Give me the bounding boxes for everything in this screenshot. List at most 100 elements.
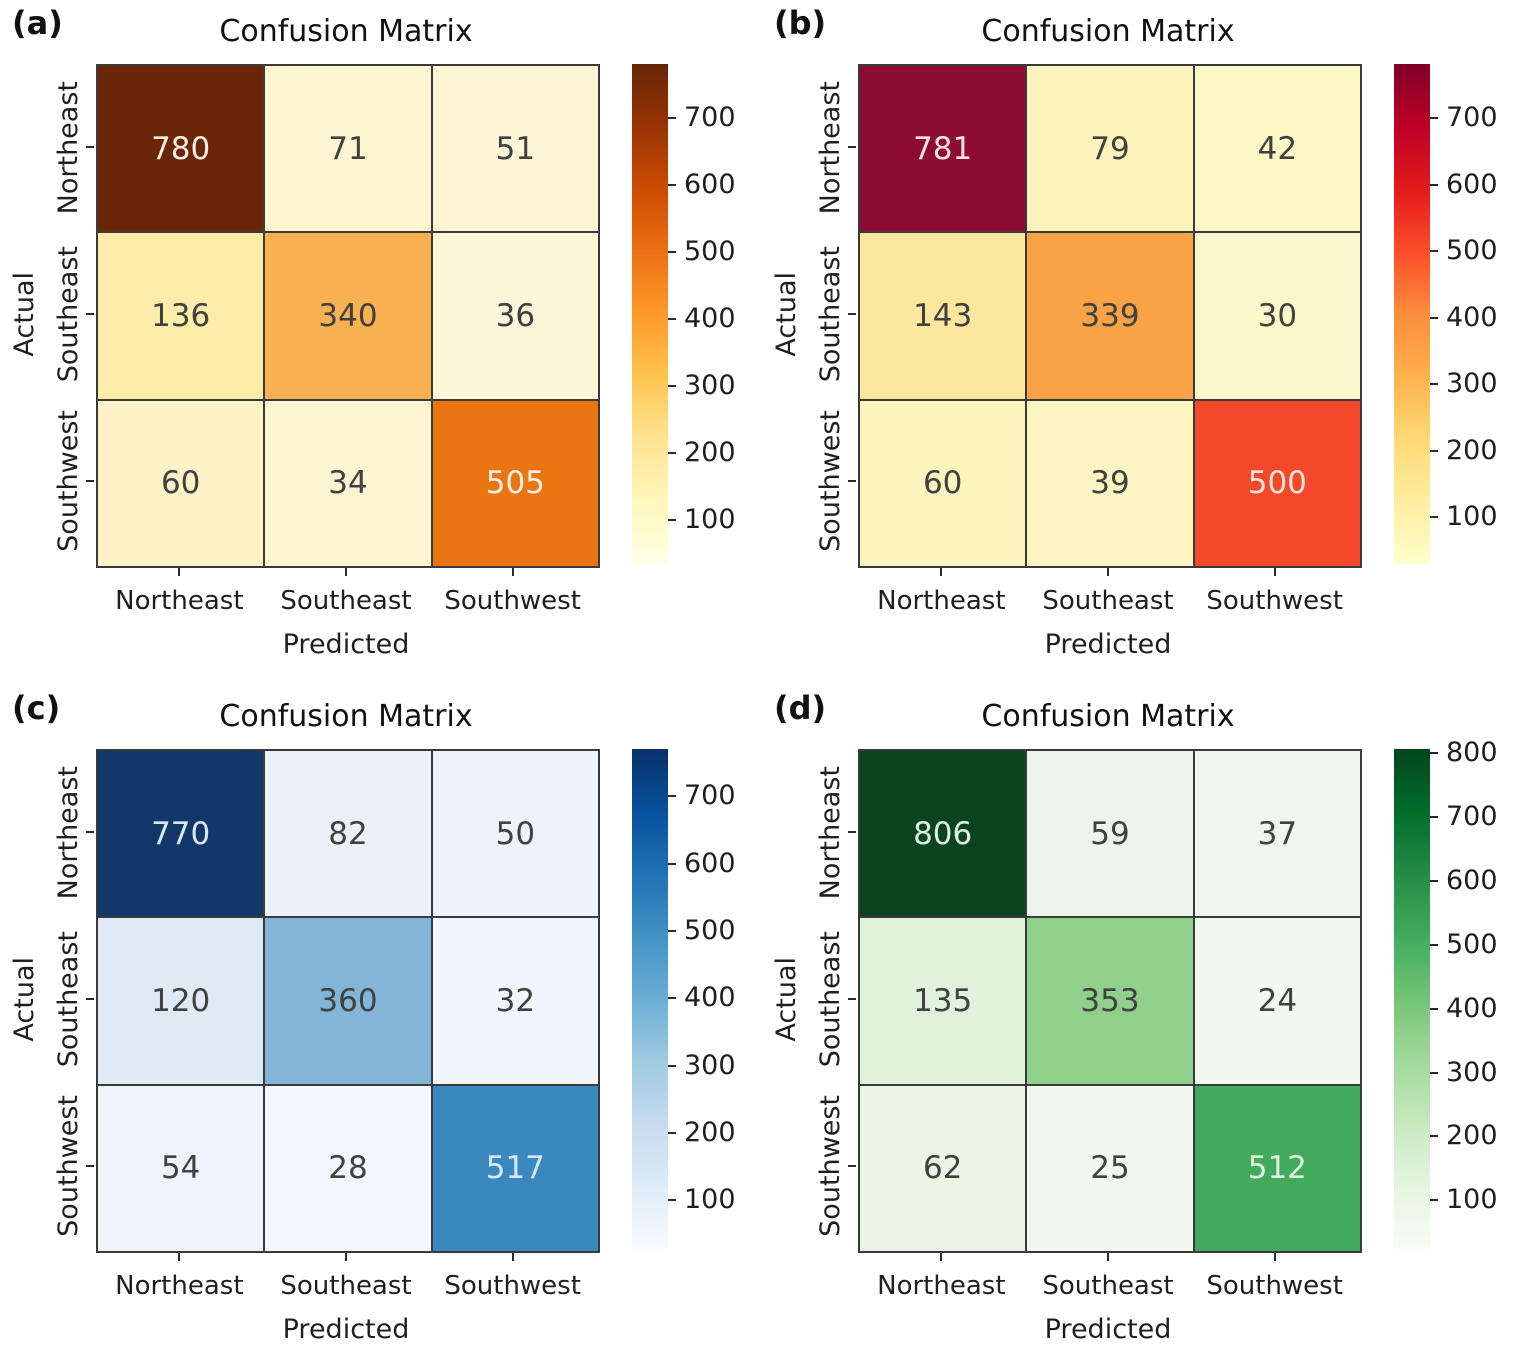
x-tick-mark: [511, 1253, 514, 1261]
colorbar-tick-label: 600: [684, 847, 736, 879]
matrix-cell: 517: [432, 1085, 598, 1251]
y-tick-label-text: Southwest: [52, 409, 84, 552]
y-tick-label-text: Southwest: [814, 409, 846, 552]
cell-value: 36: [495, 297, 536, 334]
x-tick-label: Northeast: [115, 1271, 244, 1301]
cell-value: 30: [1257, 297, 1298, 334]
matrix-cell: 135: [860, 918, 1026, 1084]
matrix-cell: 42: [1194, 66, 1360, 232]
colorbar-tick-label: 300: [684, 1049, 736, 1081]
confusion-matrix-panel: (b) Confusion Matrix Actual Northeast Southe…: [762, 0, 1524, 685]
matrix-cell: 353: [1027, 918, 1193, 1084]
panel-letter-label: (d): [774, 689, 827, 727]
colorbar-tick-label: 200: [1446, 1120, 1498, 1152]
x-tick-label: Southwest: [444, 586, 581, 616]
colorbar-tick-mark: [1430, 815, 1438, 818]
matrix-cell: 781: [860, 66, 1026, 232]
x-tick-mark: [178, 1253, 181, 1261]
y-tick-label: Southwest: [50, 396, 86, 566]
y-axis-label-text: Actual: [8, 271, 40, 357]
matrix-cell: 71: [265, 66, 431, 232]
y-tick-label-text: Southeast: [814, 930, 846, 1068]
colorbar-tick-mark: [1430, 1007, 1438, 1010]
heatmap-grid: 780 71 51 136 340 36 60 34 505: [96, 64, 600, 568]
y-tick-mark: [848, 1164, 856, 1167]
x-tick-mark: [345, 1253, 347, 1261]
cell-value: 60: [922, 465, 963, 502]
cell-value: 54: [160, 1150, 201, 1187]
x-tick-mark: [1107, 1253, 1109, 1261]
y-tick-label: Northeast: [812, 747, 848, 917]
cell-value: 28: [328, 1150, 368, 1187]
colorbar-tick-label: 200: [1446, 434, 1498, 466]
y-tick-mark: [86, 1164, 94, 1167]
y-axis-label: Actual: [768, 899, 804, 1099]
panel-letter-label: (a): [12, 4, 63, 42]
colorbar: [1394, 64, 1430, 564]
cell-value: 39: [1090, 465, 1130, 502]
matrix-cell: 50: [432, 751, 598, 917]
cell-value: 806: [913, 815, 973, 852]
x-tick-mark: [940, 1253, 943, 1261]
colorbar-tick-label: 600: [1446, 168, 1498, 200]
cell-value: 770: [151, 815, 211, 852]
y-axis-label: Actual: [6, 899, 42, 1099]
colorbar-tick-mark: [1430, 516, 1438, 519]
y-tick-label: Southwest: [812, 1081, 848, 1251]
cell-value: 79: [1090, 130, 1130, 167]
cell-value: 353: [1080, 982, 1140, 1019]
colorbar-tick-label: 300: [1446, 1056, 1498, 1088]
cell-value: 71: [328, 130, 368, 167]
x-tick-mark: [511, 568, 514, 576]
x-tick-label: Southeast: [280, 1271, 412, 1301]
x-tick-label: Southwest: [1206, 1271, 1343, 1301]
colorbar-tick-mark: [1430, 449, 1438, 452]
y-tick-mark: [86, 479, 94, 482]
cell-value: 32: [495, 982, 536, 1019]
colorbar-tick-label: 200: [684, 1117, 736, 1149]
colorbar: [1394, 749, 1430, 1249]
cell-value: 505: [485, 465, 545, 502]
y-tick-mark: [848, 146, 856, 149]
y-tick-label-text: Southwest: [814, 1094, 846, 1237]
matrix-cell: 360: [265, 918, 431, 1084]
y-tick-mark: [848, 831, 856, 834]
confusion-matrix-panel: (d) Confusion Matrix Actual Northeast Southe…: [762, 685, 1524, 1370]
colorbar-tick-label: 500: [684, 235, 736, 267]
matrix-cell: 60: [98, 400, 264, 566]
cell-value: 339: [1080, 297, 1140, 334]
y-tick-mark: [86, 998, 94, 1000]
cell-value: 62: [922, 1150, 963, 1187]
cell-value: 42: [1257, 130, 1298, 167]
x-axis-label: Predicted: [1044, 629, 1172, 660]
x-tick-label: Northeast: [877, 586, 1006, 616]
cell-value: 360: [318, 982, 378, 1019]
matrix-cell: 780: [98, 66, 264, 232]
x-axis-label: Predicted: [282, 1314, 410, 1345]
y-tick-label: Northeast: [50, 747, 86, 917]
x-tick-label: Southwest: [1206, 586, 1343, 616]
plot-title: Confusion Matrix: [219, 699, 473, 734]
colorbar-tick-label: 500: [684, 914, 736, 946]
y-tick-label: Southeast: [812, 914, 848, 1084]
y-tick-label: Southwest: [812, 396, 848, 566]
matrix-cell: 62: [860, 1085, 1026, 1251]
cell-value: 517: [485, 1150, 545, 1187]
panel-letter-label: (c): [12, 689, 61, 727]
matrix-cell: 512: [1194, 1085, 1360, 1251]
matrix-cell: 136: [98, 233, 264, 399]
colorbar-tick-label: 100: [1446, 501, 1498, 533]
cell-value: 25: [1090, 1150, 1130, 1187]
colorbar-tick-mark: [668, 518, 676, 521]
y-tick-mark: [86, 313, 94, 315]
cell-value: 51: [495, 130, 536, 167]
colorbar-tick-mark: [668, 451, 676, 454]
colorbar-tick-mark: [1430, 250, 1438, 253]
x-tick-mark: [1107, 568, 1109, 576]
colorbar-tick-mark: [668, 317, 676, 320]
colorbar-tick-mark: [1430, 879, 1438, 882]
colorbar-tick-mark: [1430, 183, 1438, 186]
plot-title: Confusion Matrix: [981, 14, 1235, 49]
y-axis-label: Actual: [6, 214, 42, 414]
